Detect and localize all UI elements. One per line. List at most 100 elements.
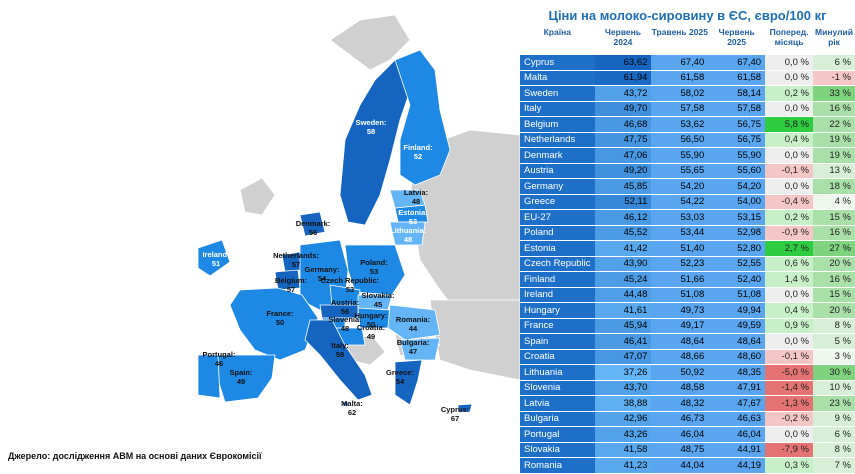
map-label-value: 53 <box>409 217 417 226</box>
map-label: Italy: 58 <box>331 341 349 359</box>
cell-prev-month: -0,1 % <box>765 349 813 365</box>
map-label-name: Romania: <box>396 315 430 324</box>
cell-jun2024: 47,07 <box>594 349 652 365</box>
cell-prev-year: 20 % <box>813 302 855 319</box>
map-label-name: Croatia: <box>357 323 385 332</box>
cell-country: Belgium <box>520 116 595 133</box>
cell-prev-year: 15 % <box>813 209 855 226</box>
cell-prev-year: 19 % <box>813 132 855 148</box>
cell-jun2024: 47,06 <box>594 147 652 164</box>
map-label: Greece: 54 <box>386 368 414 386</box>
map-label: France: 50 <box>266 309 293 327</box>
cell-prev-month: -1,4 % <box>765 380 813 396</box>
map-label-value: 51 <box>212 259 220 268</box>
cell-country: Germany <box>520 178 595 195</box>
map-label: Netherlands: 57 <box>273 251 319 269</box>
cell-country: Bulgaria <box>520 411 595 427</box>
cell-prev-month: -0,4 % <box>765 194 813 210</box>
map-label-value: 47 <box>409 347 417 356</box>
map-label-name: Slovenia: <box>328 315 361 324</box>
cell-prev-year: 8 % <box>813 442 855 458</box>
cell-jun2025: 46,04 <box>708 426 766 443</box>
map-label-name: Austria: <box>331 298 359 307</box>
cell-prev-month: -0,2 % <box>765 411 813 427</box>
cell-prev-year: 7 % <box>813 457 855 474</box>
cell-prev-month: -0,9 % <box>765 225 813 241</box>
cell-country: Poland <box>520 225 595 241</box>
map-label-value: 48 <box>404 235 412 244</box>
map-label-name: Ireland: <box>202 250 229 259</box>
cell-jun2024: 52,11 <box>594 194 652 210</box>
cell-jun2025: 46,63 <box>708 411 766 427</box>
map-label: Austria: 56 <box>331 298 359 316</box>
map-label-name: Portugal: <box>203 350 236 359</box>
cell-jun2025: 48,35 <box>708 364 766 381</box>
cell-may2025: 48,66 <box>651 349 709 365</box>
map-label-name: Latvia: <box>404 188 428 197</box>
map-label: Denmark: 56 <box>296 219 331 237</box>
country-italy <box>304 319 373 401</box>
cell-may2025: 61,58 <box>651 70 709 86</box>
cell-prev-year: 8 % <box>813 318 855 334</box>
table-row: Finland 45,24 51,66 52,40 1,4 % 16 % <box>520 271 855 288</box>
map-label-name: Spain: <box>230 368 253 377</box>
cell-prev-month: 2,7 % <box>765 240 813 257</box>
table-row: Belgium 46,68 53,62 56,75 5,8 % 22 % <box>520 116 855 133</box>
cell-jun2025: 52,80 <box>708 240 766 257</box>
cell-country: Portugal <box>520 426 595 443</box>
table-row: Lithuania 37,26 50,92 48,35 -5,0 % 30 % <box>520 364 855 381</box>
price-table: Країна Червень 2024 Травень 2025 Червень… <box>520 27 855 474</box>
map-label: Portugal: 46 <box>203 350 236 368</box>
table-row: Croatia 47,07 48,66 48,60 -0,1 % 3 % <box>520 349 855 365</box>
cell-prev-year: 15 % <box>813 287 855 303</box>
cell-jun2025: 52,40 <box>708 271 766 288</box>
cell-country: Austria <box>520 163 595 179</box>
cell-prev-year: 3 % <box>813 349 855 365</box>
map-label-value: 67 <box>451 414 459 423</box>
cell-jun2025: 49,94 <box>708 302 766 319</box>
map-label: Latvia: 48 <box>404 188 428 206</box>
cell-jun2024: 61,94 <box>594 70 652 86</box>
cell-jun2024: 43,26 <box>594 426 652 443</box>
table-row: Hungary 41,61 49,73 49,94 0,4 % 20 % <box>520 302 855 319</box>
map-label: Slovenia: 48 <box>328 315 361 333</box>
map-label-name: Germany: <box>304 265 339 274</box>
map-label-value: 53 <box>370 267 378 276</box>
map-label: Romania: 44 <box>396 315 430 333</box>
cell-jun2024: 41,42 <box>594 240 652 257</box>
map-label-value: 58 <box>367 127 375 136</box>
cell-may2025: 53,44 <box>651 225 709 241</box>
table-body: Cyprus 63,62 67,40 67,40 0,0 % 6 % Malta 61,94 6… <box>520 55 855 474</box>
map-label-name: Slovakia: <box>362 291 395 300</box>
cell-country: EU-27 <box>520 209 595 226</box>
map-label-name: Sweden: <box>356 118 387 127</box>
cell-may2025: 50,92 <box>651 364 709 381</box>
map-label-value: 52 <box>414 152 422 161</box>
map-label: Lithuania: 48 <box>390 226 426 244</box>
map-label: Slovakia: 45 <box>362 291 395 309</box>
cell-prev-year: 16 % <box>813 101 855 117</box>
cell-may2025: 48,58 <box>651 380 709 396</box>
table-row: Denmark 47,06 55,90 55,90 0,0 % 19 % <box>520 147 855 164</box>
map-label-name: Cyprus: <box>441 405 469 414</box>
map-label-value: 45 <box>374 300 382 309</box>
country-denmark <box>299 211 326 237</box>
table-row: Czech Republic 43,90 52,23 52,55 0,6 % 20 % <box>520 256 855 272</box>
cell-prev-month: -5,0 % <box>765 364 813 381</box>
map-label: Poland: 53 <box>360 258 388 276</box>
cell-jun2024: 41,61 <box>594 302 652 319</box>
cell-prev-month: 0,6 % <box>765 256 813 272</box>
cell-country: Sweden <box>520 85 595 102</box>
cell-country: Czech Republic <box>520 256 595 272</box>
country-malta <box>342 401 349 407</box>
cell-prev-year: 33 % <box>813 85 855 102</box>
cell-country: Slovakia <box>520 442 595 458</box>
table-row: Netherlands 47,75 56,50 56,75 0,4 % 19 % <box>520 132 855 148</box>
map-label: Cyprus: 67 <box>441 405 469 423</box>
cell-prev-month: 0,4 % <box>765 132 813 148</box>
cell-prev-month: 0,4 % <box>765 302 813 319</box>
table-row: Slovakia 41,58 48,75 44,91 -7,9 % 8 % <box>520 442 855 458</box>
cell-may2025: 56,50 <box>651 132 709 148</box>
cell-may2025: 51,08 <box>651 287 709 303</box>
map-label: Estonia: 53 <box>398 208 428 226</box>
